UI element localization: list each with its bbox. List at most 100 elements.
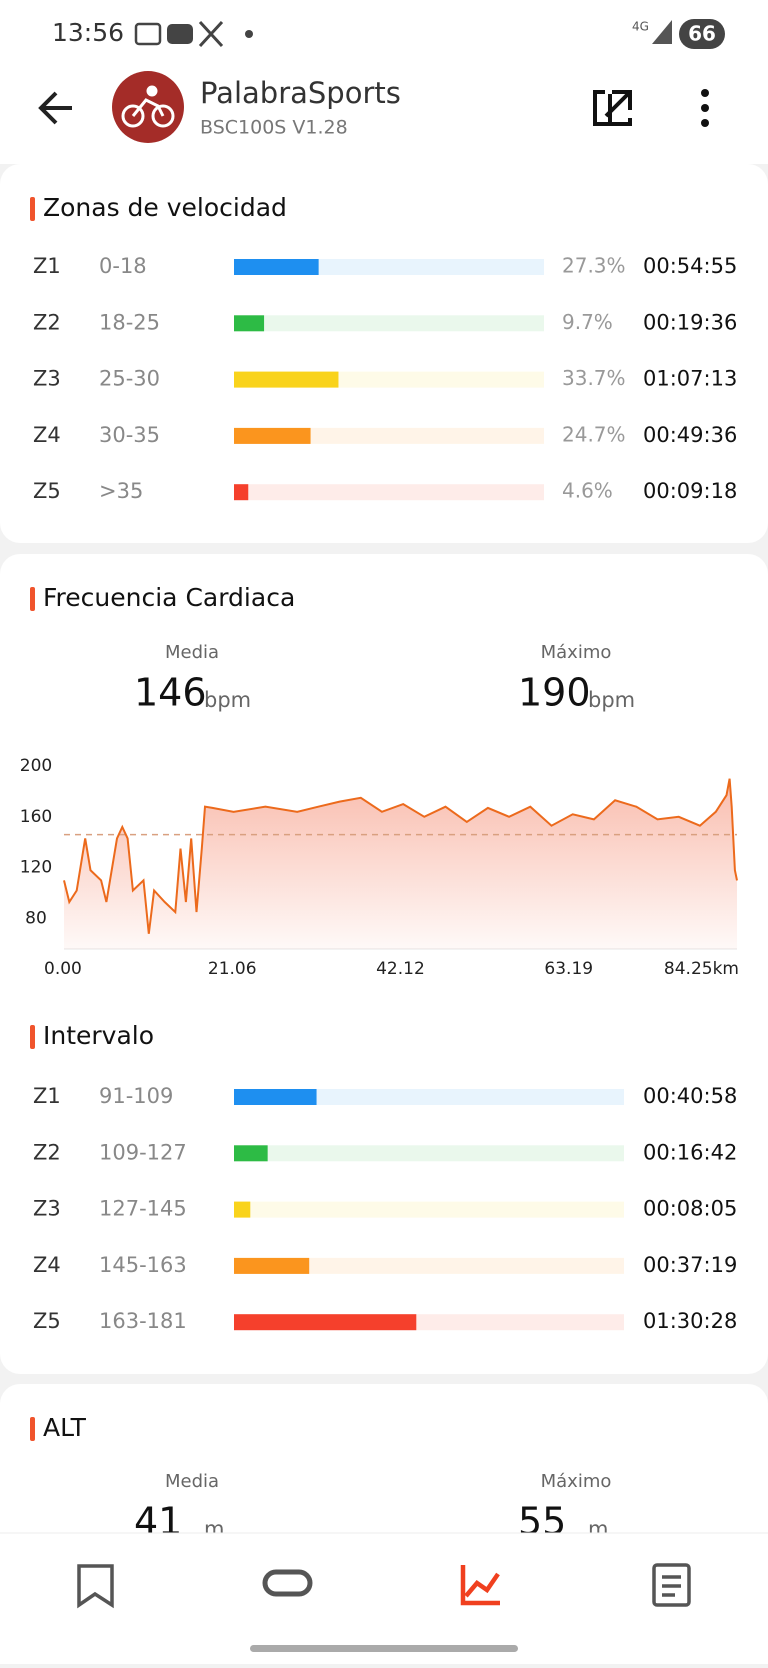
zone-range: 145-163	[99, 1253, 187, 1277]
bar-track	[234, 1201, 624, 1218]
content: Zonas de velocidad Z1 0-18 27.3% 00:54:55 Z2 1…	[20, 193, 739, 1544]
x-tick-label: 0.00	[44, 959, 82, 979]
interval-bar	[234, 1145, 268, 1162]
stat-value: 146	[134, 671, 207, 715]
interval-bar	[234, 1201, 251, 1218]
stat-label: Media	[165, 1471, 219, 1492]
interval-time: 00:16:42	[643, 1140, 737, 1164]
section-accent	[30, 587, 35, 611]
section-accent	[30, 197, 35, 221]
zone-bar	[234, 371, 339, 388]
x-tick-label: 84.25km	[664, 959, 739, 979]
zone-label: Z4	[33, 1253, 61, 1277]
zone-percent: 4.6%	[562, 479, 613, 503]
section-title: Zonas de velocidad	[43, 193, 287, 222]
section-title: Frecuencia Cardiaca	[43, 583, 295, 612]
logo	[112, 71, 184, 143]
zone-label: Z2	[33, 310, 61, 334]
battery-bg	[679, 19, 725, 49]
section-accent	[30, 1417, 35, 1441]
back-button[interactable]	[38, 91, 72, 125]
x-tick-label: 63.19	[544, 959, 593, 979]
zone-range: 91-109	[99, 1084, 173, 1108]
zone-label: Z1	[33, 254, 61, 278]
zone-time: 00:54:55	[643, 254, 737, 278]
device-version: BSC100S V1.28	[200, 117, 348, 139]
zone-label: Z4	[33, 423, 61, 447]
zone-percent: 33.7%	[562, 366, 626, 390]
interval-time: 00:08:05	[643, 1197, 737, 1221]
stat-unit: bpm	[588, 688, 635, 712]
bar-track	[234, 427, 544, 444]
home-indicator	[250, 1645, 518, 1652]
stat-value: 190	[518, 671, 591, 715]
hr-line	[63, 778, 738, 934]
zone-range: 109-127	[99, 1140, 187, 1164]
stat-label: Máximo	[541, 642, 612, 663]
zone-bar	[234, 259, 319, 275]
bar-track	[234, 315, 544, 332]
menu-button[interactable]	[701, 89, 709, 127]
interval-time: 00:37:19	[643, 1253, 737, 1277]
zone-range: 18-25	[99, 310, 160, 334]
bar-track	[234, 1089, 624, 1105]
bar-track	[234, 1145, 624, 1162]
zone-label: Z3	[33, 367, 61, 391]
bottom-nav	[0, 1533, 768, 1664]
zone-range: >35	[99, 479, 143, 503]
battery: 66	[688, 22, 716, 46]
zone-time: 00:19:36	[643, 310, 737, 334]
zone-percent: 9.7%	[562, 310, 613, 334]
zone-label: Z5	[33, 479, 61, 503]
bar-track	[234, 484, 544, 501]
area-fill	[64, 778, 737, 949]
y-tick-label: 200	[20, 756, 52, 776]
share-button[interactable]	[593, 90, 632, 126]
interval-bar	[234, 1257, 310, 1274]
zone-time: 00:09:18	[643, 479, 737, 503]
stat-label: Media	[165, 642, 219, 663]
zone-range: 127-145	[99, 1197, 187, 1221]
zone-range: 25-30	[99, 367, 160, 391]
zone-bar	[234, 315, 265, 332]
section-title: ALT	[43, 1413, 87, 1442]
zone-time: 01:07:13	[643, 367, 737, 391]
stat-unit: bpm	[204, 688, 251, 712]
zone-range: 163-181	[99, 1309, 187, 1333]
zone-label: Z3	[33, 1197, 61, 1221]
signal	[652, 20, 672, 44]
speed-card	[0, 164, 768, 543]
nav-stats[interactable]	[460, 1565, 500, 1606]
zone-bar	[234, 427, 311, 444]
section-accent	[30, 1025, 35, 1049]
bar-track	[234, 1257, 624, 1274]
interval-bar	[234, 1314, 417, 1331]
app-title: PalabraSports	[200, 76, 401, 110]
network: 4G	[632, 20, 649, 34]
interval-bar	[234, 1089, 317, 1105]
zone-label: Z5	[33, 1309, 61, 1333]
y-tick-label: 80	[25, 909, 47, 929]
nav-favorites[interactable]	[77, 1564, 114, 1609]
status-time: 13:56	[52, 18, 124, 47]
interval-time: 01:30:28	[643, 1309, 737, 1333]
nav-records[interactable]	[652, 1563, 691, 1607]
stat-label: Máximo	[541, 1471, 612, 1492]
nav-device[interactable]	[262, 1569, 313, 1597]
zone-time: 00:49:36	[643, 423, 737, 447]
x-tick-label: 42.12	[376, 959, 425, 979]
y-tick-label: 160	[20, 807, 52, 827]
y-tick-label: 120	[20, 858, 52, 878]
status-icons	[134, 20, 253, 48]
x-tick-label: 21.06	[208, 959, 257, 979]
zone-label: Z1	[33, 1084, 61, 1108]
section-title: Intervalo	[43, 1021, 154, 1050]
zone-range: 30-35	[99, 423, 160, 447]
logo-bike	[121, 85, 175, 128]
zone-percent: 27.3%	[562, 254, 626, 278]
zone-range: 0-18	[99, 254, 147, 278]
zone-label: Z2	[33, 1140, 61, 1164]
zone-percent: 24.7%	[562, 422, 626, 446]
